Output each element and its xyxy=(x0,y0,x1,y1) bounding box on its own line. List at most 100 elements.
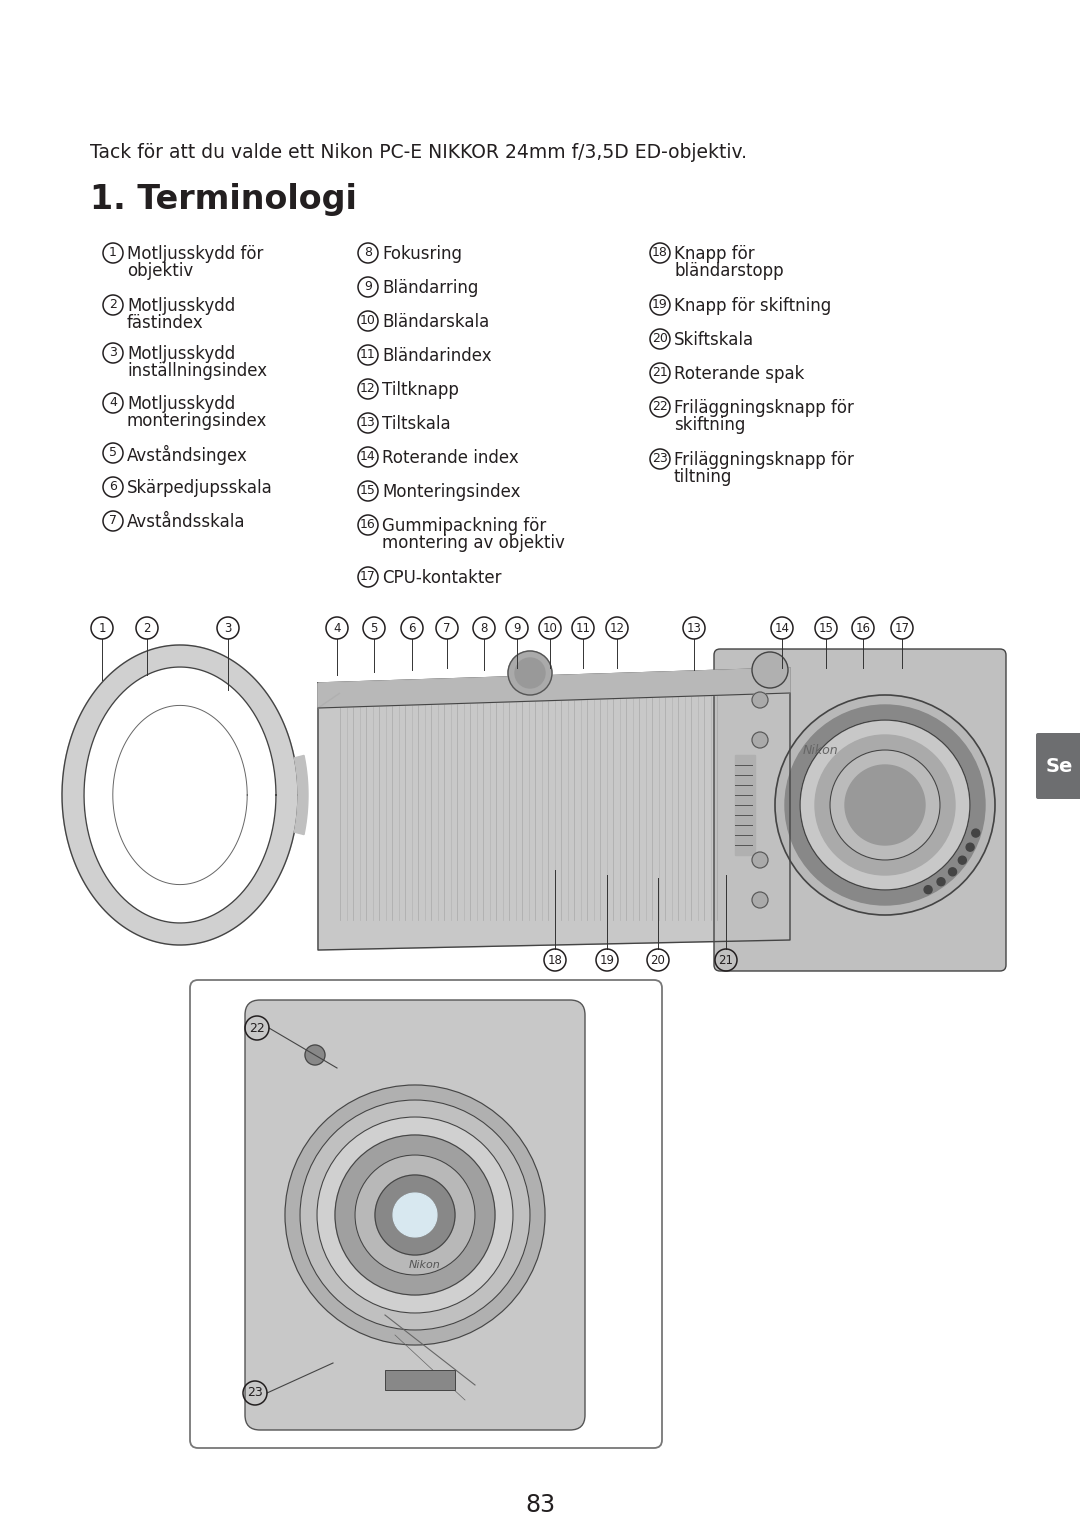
Text: 22: 22 xyxy=(652,400,667,414)
Circle shape xyxy=(285,1085,545,1345)
FancyBboxPatch shape xyxy=(1036,734,1080,799)
Circle shape xyxy=(924,886,932,893)
Text: 3: 3 xyxy=(109,347,117,359)
Text: inställningsindex: inställningsindex xyxy=(127,362,267,379)
Text: fästindex: fästindex xyxy=(127,314,204,332)
Text: CPU-kontakter: CPU-kontakter xyxy=(382,569,501,587)
Text: Friläggningsknapp för: Friläggningsknapp för xyxy=(674,399,854,417)
FancyBboxPatch shape xyxy=(190,980,662,1447)
Circle shape xyxy=(508,651,552,696)
Circle shape xyxy=(515,658,545,688)
Text: 18: 18 xyxy=(548,953,563,966)
Circle shape xyxy=(845,766,924,845)
Text: Skiftskala: Skiftskala xyxy=(674,330,754,349)
Text: 4: 4 xyxy=(109,397,117,409)
Circle shape xyxy=(318,1117,513,1313)
Text: Motljusskydd för: Motljusskydd för xyxy=(127,245,264,263)
Text: Monteringsindex: Monteringsindex xyxy=(382,482,521,501)
Text: 16: 16 xyxy=(360,519,376,531)
Text: Fokusring: Fokusring xyxy=(382,245,462,263)
Text: Knapp för: Knapp för xyxy=(674,245,755,263)
Text: 6: 6 xyxy=(408,621,416,635)
Text: Bländarskala: Bländarskala xyxy=(382,314,489,330)
Text: 21: 21 xyxy=(652,367,667,379)
Text: 17: 17 xyxy=(894,621,909,635)
Polygon shape xyxy=(735,755,755,855)
Text: 15: 15 xyxy=(360,484,376,498)
Text: 11: 11 xyxy=(576,621,591,635)
Text: 2: 2 xyxy=(144,621,151,635)
FancyBboxPatch shape xyxy=(384,1370,455,1390)
Text: 9: 9 xyxy=(513,621,521,635)
Text: Motljusskydd: Motljusskydd xyxy=(127,297,235,315)
Text: Bländarindex: Bländarindex xyxy=(382,347,491,365)
Circle shape xyxy=(815,735,955,875)
Text: 83: 83 xyxy=(525,1493,555,1517)
Text: 19: 19 xyxy=(599,953,615,966)
Text: Nikon: Nikon xyxy=(409,1260,441,1269)
Text: 17: 17 xyxy=(360,571,376,583)
Text: montering av objektiv: montering av objektiv xyxy=(382,534,565,551)
Text: 7: 7 xyxy=(109,514,117,528)
Text: 12: 12 xyxy=(609,621,624,635)
Text: Gummipackning för: Gummipackning för xyxy=(382,517,546,536)
Text: 10: 10 xyxy=(542,621,557,635)
Circle shape xyxy=(300,1100,530,1330)
Text: skiftning: skiftning xyxy=(674,416,745,434)
Text: 12: 12 xyxy=(360,382,376,396)
Text: 1. Terminologi: 1. Terminologi xyxy=(90,183,356,216)
Text: 13: 13 xyxy=(360,417,376,429)
FancyBboxPatch shape xyxy=(245,1000,585,1431)
Text: 23: 23 xyxy=(247,1387,262,1400)
Text: Friläggningsknapp för: Friläggningsknapp för xyxy=(674,451,854,469)
Circle shape xyxy=(355,1155,475,1275)
Text: 4: 4 xyxy=(334,621,341,635)
Text: 2: 2 xyxy=(109,298,117,312)
Text: 5: 5 xyxy=(109,446,117,460)
Circle shape xyxy=(305,1046,325,1065)
Circle shape xyxy=(972,829,980,837)
Text: Nikon: Nikon xyxy=(802,744,838,756)
Text: monteringsindex: monteringsindex xyxy=(127,411,268,429)
Text: 6: 6 xyxy=(109,481,117,493)
Text: 16: 16 xyxy=(855,621,870,635)
Text: Motljusskydd: Motljusskydd xyxy=(127,396,235,412)
Circle shape xyxy=(785,705,985,906)
Circle shape xyxy=(335,1135,495,1295)
Text: 11: 11 xyxy=(360,349,376,362)
Circle shape xyxy=(800,720,970,890)
Text: bländarstopp: bländarstopp xyxy=(674,262,784,280)
Text: Tiltknapp: Tiltknapp xyxy=(382,380,459,399)
Polygon shape xyxy=(318,668,789,708)
Circle shape xyxy=(752,852,768,868)
Text: 5: 5 xyxy=(370,621,378,635)
Text: 20: 20 xyxy=(652,332,667,345)
Polygon shape xyxy=(84,667,276,922)
Text: 7: 7 xyxy=(443,621,450,635)
Circle shape xyxy=(958,857,967,864)
Text: Avståndsingex: Avståndsingex xyxy=(127,444,248,466)
Polygon shape xyxy=(318,668,789,950)
Text: 3: 3 xyxy=(225,621,232,635)
Circle shape xyxy=(937,878,945,886)
Circle shape xyxy=(967,843,974,851)
Text: 22: 22 xyxy=(249,1021,265,1035)
Text: 14: 14 xyxy=(774,621,789,635)
Text: 14: 14 xyxy=(360,451,376,464)
Circle shape xyxy=(752,693,768,708)
Text: 21: 21 xyxy=(718,953,733,966)
Circle shape xyxy=(775,696,995,915)
Circle shape xyxy=(948,868,957,875)
Text: objektiv: objektiv xyxy=(127,262,193,280)
Circle shape xyxy=(752,651,788,688)
FancyBboxPatch shape xyxy=(714,648,1005,971)
Text: Roterande spak: Roterande spak xyxy=(674,365,805,384)
Text: Knapp för skiftning: Knapp för skiftning xyxy=(674,297,832,315)
Text: 8: 8 xyxy=(481,621,488,635)
Text: Skärpedjupsskala: Skärpedjupsskala xyxy=(127,479,273,498)
Text: Motljusskydd: Motljusskydd xyxy=(127,345,235,364)
Circle shape xyxy=(752,892,768,909)
Text: 23: 23 xyxy=(652,452,667,466)
Circle shape xyxy=(752,732,768,747)
Text: 8: 8 xyxy=(364,247,372,259)
